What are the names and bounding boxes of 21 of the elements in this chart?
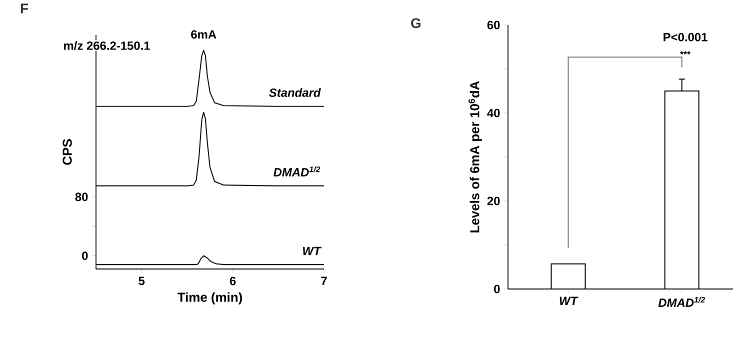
y-tick-label: 20 <box>487 196 500 206</box>
x-tick-label: 6 <box>230 276 236 286</box>
text: G <box>411 18 421 28</box>
series-label: DMAD$^{1/2}$ <box>273 166 320 176</box>
y-axis-title: CPS <box>62 139 72 165</box>
annotation: P<0.001 <box>664 32 708 42</box>
x-axis-title: Time (min) <box>178 292 242 304</box>
series-label: WT <box>303 246 322 256</box>
y-tick-label: 0 <box>82 252 88 260</box>
y-tick-label: 0 <box>494 284 500 294</box>
series-label: Standard <box>269 88 321 97</box>
y-tick-label: 60 <box>487 20 500 30</box>
y-axis-title: Levels of 6mA per 10$^{6}$dA <box>468 81 482 232</box>
x-tick-label: 5 <box>138 276 145 286</box>
annotation: 6mA <box>191 30 216 39</box>
text: F <box>20 4 28 14</box>
annotation: m/z 266.2-150.1 <box>64 41 150 50</box>
x-tick-label: 7 <box>321 276 327 285</box>
y-tick-label: 40 <box>487 108 500 118</box>
annotation: *** <box>680 51 691 55</box>
y-tick-label: 80 <box>75 192 88 202</box>
